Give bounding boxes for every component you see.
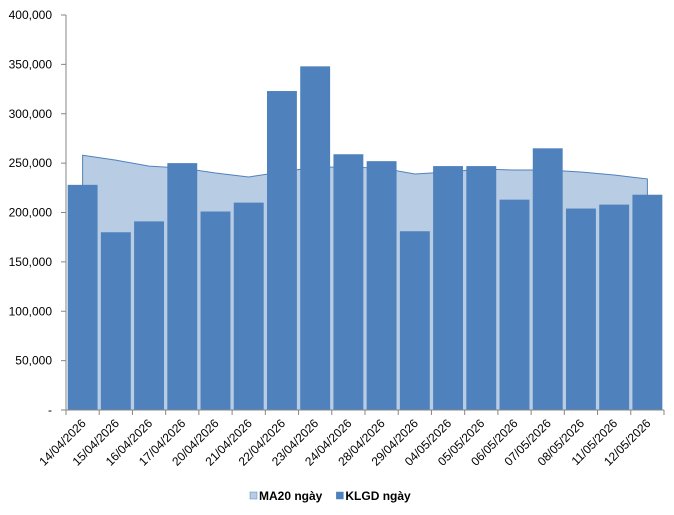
bar — [366, 161, 397, 410]
bar — [632, 194, 663, 410]
bar — [100, 232, 131, 410]
y-tick-label: 100,000 — [9, 304, 53, 318]
y-tick-label: 50,000 — [15, 354, 52, 368]
bar — [233, 202, 264, 410]
y-tick-label: 200,000 — [9, 206, 53, 220]
y-tick-label: 250,000 — [9, 156, 53, 170]
bar — [565, 208, 596, 410]
y-tick-label: 300,000 — [9, 107, 53, 121]
bar — [134, 221, 165, 410]
bar — [200, 211, 231, 410]
legend-label: KLGD ngày — [345, 489, 411, 503]
y-tick-label: 150,000 — [9, 255, 53, 269]
bar — [266, 91, 297, 410]
bar — [333, 154, 364, 410]
bar — [499, 199, 530, 410]
y-tick-label: 400,000 — [9, 8, 53, 22]
bar — [599, 204, 630, 410]
y-tick-label: 350,000 — [9, 57, 53, 71]
y-tick-label: - — [48, 403, 52, 417]
legend: MA20 ngày KLGD ngày — [249, 489, 411, 503]
bar — [167, 163, 198, 410]
bar — [399, 231, 430, 410]
legend-label: MA20 ngày — [259, 489, 323, 503]
legend-swatch — [249, 491, 258, 500]
bar — [67, 184, 98, 410]
bar — [466, 166, 497, 410]
legend-swatch — [336, 491, 344, 500]
bar — [532, 148, 563, 410]
bar — [300, 66, 331, 410]
bar — [433, 166, 464, 410]
